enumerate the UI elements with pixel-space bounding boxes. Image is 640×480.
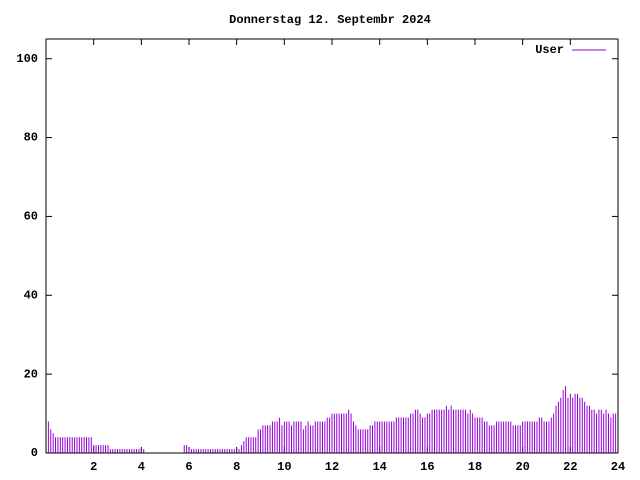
x-tick-label: 12 [325,460,339,474]
x-tick-label: 20 [515,460,529,474]
x-tick-label: 22 [563,460,577,474]
x-tick-label: 2 [90,460,97,474]
legend-label: User [535,43,564,57]
y-tick-label: 20 [24,367,38,381]
y-tick-label: 40 [24,288,38,302]
x-tick-label: 8 [233,460,240,474]
x-tick-label: 14 [372,460,386,474]
x-tick-label: 16 [420,460,434,474]
x-tick-label: 24 [611,460,625,474]
y-tick-label: 80 [24,131,38,145]
x-tick-label: 10 [277,460,291,474]
plot-border [45,38,619,454]
x-tick-label: 4 [138,460,145,474]
y-tick-label: 0 [31,446,38,460]
x-tick-label: 18 [468,460,482,474]
y-tick-label: 60 [24,210,38,224]
x-tick-label: 6 [185,460,192,474]
y-tick-label: 100 [16,52,38,66]
chart-title: Donnerstag 12. Septembr 2024 [229,13,431,27]
